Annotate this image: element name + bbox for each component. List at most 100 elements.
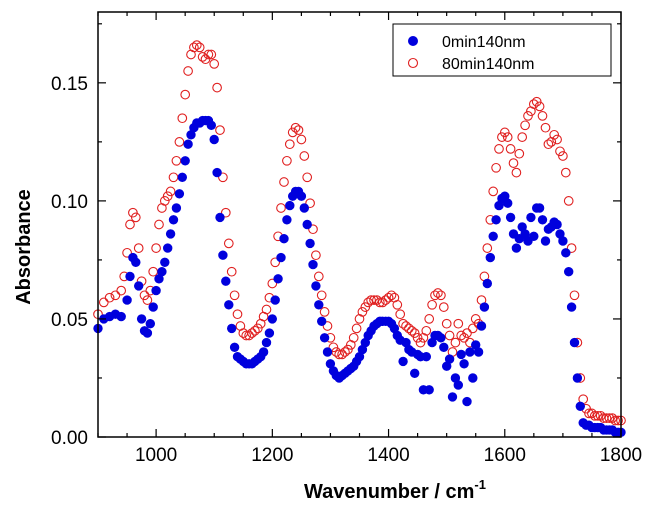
data-point	[482, 243, 493, 253]
data-point	[159, 196, 170, 206]
data-point	[502, 132, 513, 142]
data-point	[467, 323, 478, 334]
data-point	[151, 285, 161, 296]
data-point	[311, 281, 321, 291]
data-point	[334, 349, 345, 360]
data-point	[267, 278, 278, 289]
data-point	[360, 302, 371, 312]
data-point	[223, 238, 234, 249]
data-point	[534, 101, 545, 112]
data-point	[563, 196, 574, 206]
data-point	[491, 215, 501, 225]
data-point	[436, 290, 446, 301]
data-point	[459, 359, 469, 369]
data-point	[322, 321, 333, 331]
data-point	[540, 122, 551, 133]
data-point	[247, 328, 257, 338]
data-point	[374, 297, 385, 308]
data-point	[162, 191, 173, 202]
data-point	[517, 132, 528, 142]
data-point	[543, 139, 554, 150]
data-point	[174, 137, 185, 147]
data-point	[282, 155, 292, 166]
data-point	[220, 207, 231, 218]
data-point	[322, 347, 333, 357]
data-point	[261, 337, 272, 348]
data-point	[319, 307, 330, 317]
x-tick-label: 1200	[251, 445, 293, 466]
data-point	[317, 316, 327, 326]
legend-label-80min140nm: 80min140nm	[442, 56, 535, 73]
data-point	[529, 231, 539, 242]
data-point	[354, 314, 365, 324]
data-point	[499, 127, 510, 138]
data-point	[215, 212, 225, 223]
data-point	[424, 385, 434, 395]
data-point	[151, 243, 161, 253]
data-point	[575, 401, 585, 411]
data-point	[482, 278, 492, 289]
data-point	[276, 203, 286, 213]
data-point	[305, 198, 315, 209]
data-point	[401, 321, 411, 331]
data-point	[180, 156, 190, 166]
data-point	[386, 290, 397, 301]
data-point	[421, 325, 432, 336]
data-point	[209, 59, 220, 69]
data-point	[418, 332, 429, 343]
data-point	[555, 146, 565, 157]
data-point	[462, 396, 472, 407]
data-point	[189, 42, 199, 53]
data-point	[227, 323, 237, 334]
data-point	[465, 347, 475, 357]
data-point	[595, 410, 606, 421]
data-point	[229, 342, 240, 352]
data-point	[409, 328, 420, 338]
data-point	[165, 229, 176, 239]
series-layer	[93, 40, 626, 437]
y-tick-label: 0.05	[51, 310, 88, 331]
x-tick-label: 1400	[367, 445, 409, 466]
data-point	[244, 330, 254, 341]
data-point	[177, 172, 188, 183]
data-point	[241, 330, 252, 341]
legend: 0min140nm 80min140nm	[392, 23, 612, 77]
data-point	[337, 349, 347, 360]
data-point	[285, 200, 295, 211]
data-point	[264, 328, 275, 338]
data-point	[284, 139, 295, 150]
data-point	[450, 337, 461, 348]
data-point	[163, 243, 173, 253]
data-point	[145, 319, 156, 329]
data-point	[299, 151, 310, 161]
data-point	[424, 314, 435, 324]
data-point	[549, 129, 560, 140]
data-point	[584, 408, 594, 419]
data-point	[165, 186, 176, 197]
data-point	[308, 224, 318, 235]
data-point	[476, 321, 487, 331]
data-point	[194, 42, 205, 53]
y-tick-label: 0.10	[51, 192, 88, 213]
data-point	[290, 122, 301, 133]
data-point	[299, 203, 309, 213]
y-tick-label: 0.00	[51, 428, 88, 449]
data-point	[276, 252, 286, 263]
y-axis-title: Absorbance	[13, 189, 35, 305]
data-point	[558, 236, 568, 246]
data-point	[563, 267, 574, 277]
data-point	[592, 410, 603, 421]
data-point	[456, 349, 466, 360]
data-point	[398, 356, 408, 367]
data-point	[508, 158, 519, 168]
data-point	[514, 148, 525, 159]
data-point	[523, 111, 533, 121]
data-point	[497, 132, 507, 142]
tick-layer: 1000 1200 1400 1600 1800 0.00 0.05 0.10 0.15	[51, 12, 642, 466]
data-point	[110, 290, 121, 301]
data-point	[261, 304, 272, 315]
data-point	[380, 295, 391, 305]
data-point	[392, 299, 403, 310]
data-point	[296, 134, 307, 145]
data-point	[453, 380, 463, 390]
